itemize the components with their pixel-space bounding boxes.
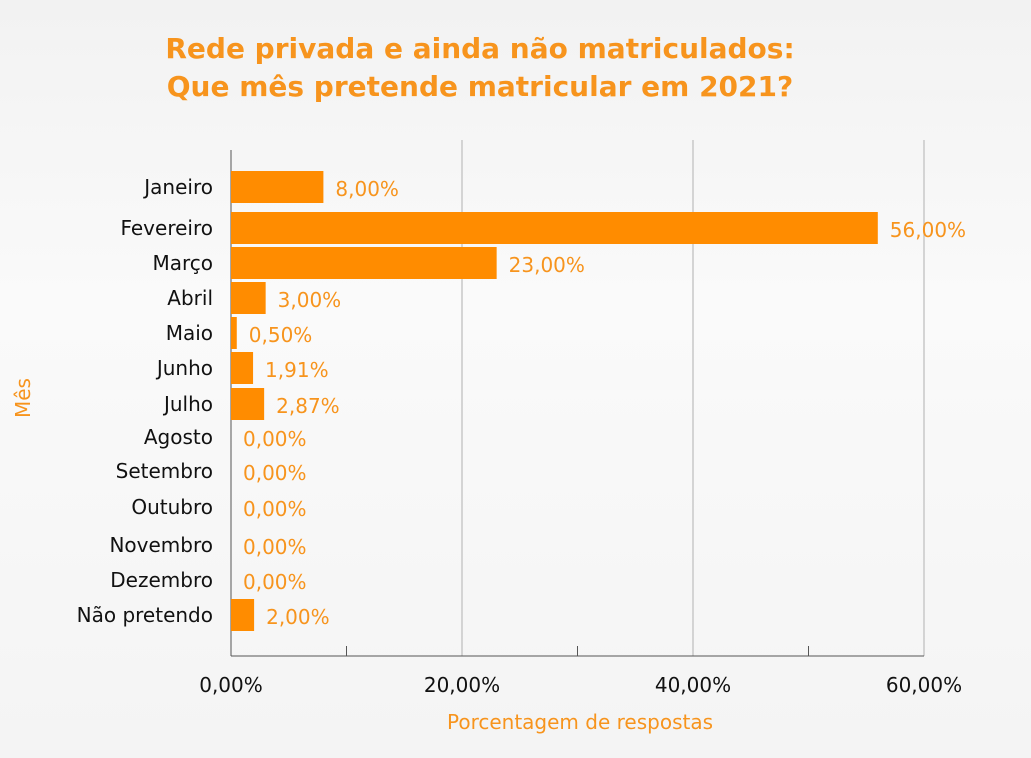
bar bbox=[231, 388, 265, 420]
title-line-1: Rede privada e ainda não matriculados: bbox=[165, 32, 795, 65]
x-tick-label: 40,00% bbox=[655, 673, 731, 697]
x-axis-title: Porcentagem de respostas bbox=[447, 710, 713, 734]
chart-title: Rede privada e ainda não matriculados: Q… bbox=[0, 30, 960, 106]
bar bbox=[231, 171, 324, 203]
category-label: Agosto bbox=[144, 425, 213, 449]
data-label: 0,00% bbox=[243, 535, 307, 559]
bar bbox=[231, 247, 497, 279]
category-label: Não pretendo bbox=[77, 603, 213, 627]
bar bbox=[231, 212, 878, 244]
bar bbox=[231, 282, 266, 314]
category-label: Setembro bbox=[116, 459, 213, 483]
category-label: Março bbox=[152, 251, 213, 275]
data-label: 23,00% bbox=[509, 253, 585, 277]
data-label: 3,00% bbox=[278, 288, 342, 312]
category-label: Maio bbox=[166, 321, 213, 345]
data-label: 0,50% bbox=[249, 323, 313, 347]
data-label: 0,00% bbox=[243, 570, 307, 594]
category-label: Novembro bbox=[109, 533, 213, 557]
data-label: 0,00% bbox=[243, 497, 307, 521]
data-label: 2,00% bbox=[266, 605, 330, 629]
y-axis-title: Mês bbox=[11, 378, 35, 418]
data-label: 56,00% bbox=[890, 218, 966, 242]
title-line-2: Que mês pretende matricular em 2021? bbox=[166, 70, 794, 103]
category-label: Junho bbox=[155, 356, 213, 380]
data-label: 0,00% bbox=[243, 461, 307, 485]
x-tick-label: 0,00% bbox=[199, 673, 263, 697]
category-label: Outubro bbox=[131, 495, 213, 519]
category-label: Julho bbox=[162, 392, 213, 416]
category-label: Fevereiro bbox=[120, 216, 213, 240]
bar bbox=[231, 599, 255, 631]
x-tick-label: 20,00% bbox=[424, 673, 500, 697]
data-label: 8,00% bbox=[335, 177, 399, 201]
data-label: 1,91% bbox=[265, 358, 329, 382]
data-label: 2,87% bbox=[276, 394, 340, 418]
category-label: Janeiro bbox=[142, 175, 213, 199]
category-label: Abril bbox=[167, 286, 213, 310]
category-label: Dezembro bbox=[110, 568, 213, 592]
data-label: 0,00% bbox=[243, 427, 307, 451]
bar bbox=[231, 352, 254, 384]
x-tick-label: 60,00% bbox=[886, 673, 962, 697]
bar bbox=[231, 317, 237, 349]
